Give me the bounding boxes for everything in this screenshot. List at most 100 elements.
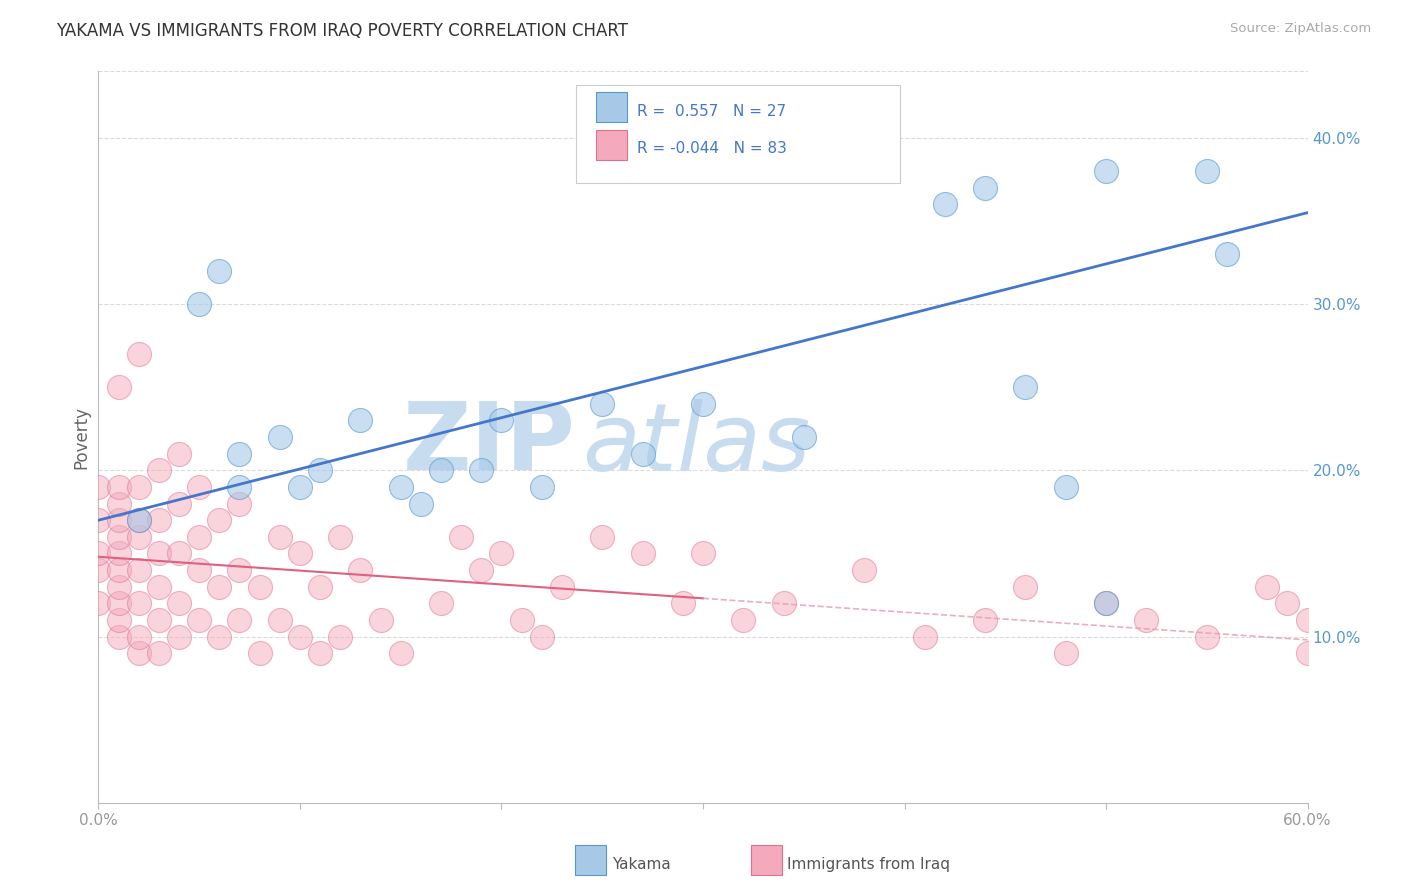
Point [249,580,271,594]
Point [107,563,129,577]
Point [631,447,654,461]
Point [148,646,170,660]
Point [1296,646,1319,660]
Point [692,546,714,560]
Point [188,480,211,494]
Point [208,630,231,644]
Point [914,630,936,644]
Text: R = -0.044   N = 83: R = -0.044 N = 83 [637,142,787,156]
Point [793,430,815,444]
Point [491,413,513,427]
Point [409,497,432,511]
Point [309,646,332,660]
Point [1095,596,1118,610]
Point [188,297,211,311]
Point [934,197,956,211]
Point [288,480,311,494]
Point [107,630,129,644]
Point [167,546,190,560]
Point [87,513,110,527]
Point [228,613,250,627]
Point [128,530,150,544]
Point [128,480,150,494]
Point [107,546,129,560]
Point [228,563,250,577]
Point [128,347,150,361]
Point [510,613,533,627]
Point [530,480,553,494]
Point [1216,247,1239,261]
Point [148,546,170,560]
Point [269,530,291,544]
Point [1014,580,1036,594]
Point [1014,380,1036,394]
Point [772,596,794,610]
Point [107,580,129,594]
Point [1256,580,1278,594]
Point [329,530,352,544]
Point [1095,596,1118,610]
Point [148,613,170,627]
Point [228,480,250,494]
Point [128,513,150,527]
Point [188,530,211,544]
Point [309,463,332,477]
Point [1135,613,1157,627]
Point [530,630,553,644]
Point [1195,164,1218,178]
Point [208,264,231,278]
Point [128,630,150,644]
Point [370,613,392,627]
Text: ZIP: ZIP [404,399,576,491]
Point [470,563,492,577]
Text: YAKAMA VS IMMIGRANTS FROM IRAQ POVERTY CORRELATION CHART: YAKAMA VS IMMIGRANTS FROM IRAQ POVERTY C… [56,22,628,40]
Point [491,546,513,560]
Point [128,513,150,527]
Point [389,480,412,494]
Point [188,563,211,577]
Point [389,646,412,660]
Text: Source: ZipAtlas.com: Source: ZipAtlas.com [1230,22,1371,36]
Point [107,480,129,494]
Point [551,580,574,594]
Point [167,497,190,511]
Point [329,630,352,644]
Point [430,596,453,610]
Point [309,580,332,594]
Point [692,397,714,411]
Point [228,447,250,461]
Point [853,563,876,577]
Point [87,596,110,610]
Point [288,546,311,560]
Point [672,596,695,610]
Point [974,180,997,194]
Point [430,463,453,477]
Point [148,463,170,477]
Point [591,530,613,544]
Point [249,646,271,660]
Point [269,613,291,627]
Point [128,563,150,577]
Text: Yakama: Yakama [612,857,671,871]
Point [733,613,755,627]
Point [288,630,311,644]
Point [349,413,371,427]
Point [1054,480,1077,494]
Point [167,447,190,461]
Point [148,513,170,527]
Point [591,397,613,411]
Point [974,613,997,627]
Point [107,513,129,527]
Point [1296,613,1319,627]
Point [470,463,492,477]
Point [349,563,371,577]
Text: Immigrants from Iraq: Immigrants from Iraq [787,857,950,871]
Point [228,497,250,511]
Point [1195,630,1218,644]
Point [107,530,129,544]
Point [87,480,110,494]
Point [107,380,129,394]
Point [107,596,129,610]
Point [208,580,231,594]
Point [1277,596,1299,610]
